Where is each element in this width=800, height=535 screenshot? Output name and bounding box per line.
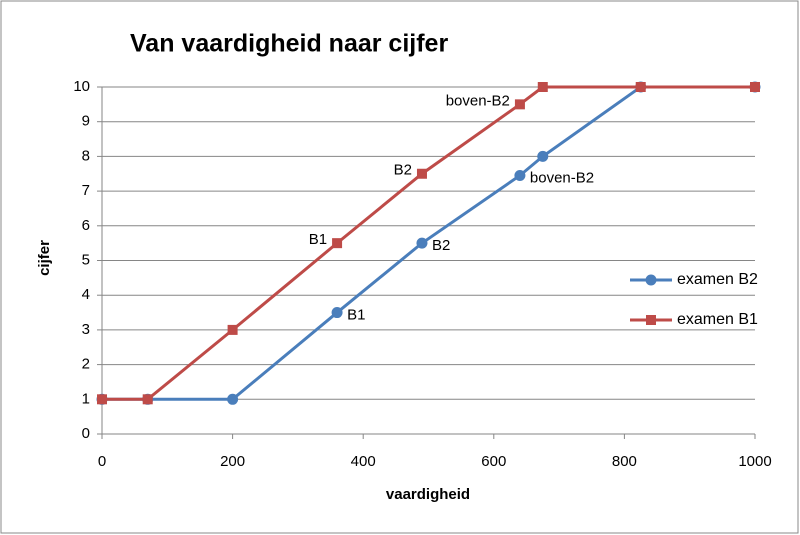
x-tick-label: 0 xyxy=(98,453,106,470)
x-tick-label: 800 xyxy=(612,453,637,470)
y-tick-label: 4 xyxy=(82,286,90,303)
x-tick-label: 600 xyxy=(481,453,506,470)
marker xyxy=(635,82,646,92)
marker xyxy=(537,150,549,162)
marker xyxy=(97,394,107,405)
point-label: B1 xyxy=(347,307,365,324)
legend-label: examen B2 xyxy=(677,271,758,288)
marker xyxy=(227,393,239,405)
y-axis-label: cijfer xyxy=(36,240,53,276)
x-tick-label: 1000 xyxy=(738,453,771,470)
y-tick-label: 8 xyxy=(82,147,90,164)
point-label: boven-B2 xyxy=(530,169,594,186)
y-tick-label: 7 xyxy=(82,182,90,199)
legend-marker xyxy=(646,315,656,325)
marker xyxy=(332,238,343,249)
point-label: B2 xyxy=(394,162,412,179)
y-tick-label: 0 xyxy=(82,425,90,442)
y-tick-label: 3 xyxy=(82,321,90,338)
x-tick-label: 400 xyxy=(351,453,376,470)
y-tick-label: 6 xyxy=(82,217,90,234)
y-tick-label: 9 xyxy=(82,113,90,130)
y-tick-label: 10 xyxy=(73,78,90,95)
y-tick-label: 5 xyxy=(82,251,90,268)
marker xyxy=(750,82,760,92)
marker xyxy=(416,237,428,249)
point-label: B1 xyxy=(309,231,327,248)
marker xyxy=(142,394,153,405)
marker xyxy=(514,99,525,110)
marker xyxy=(416,168,427,179)
point-label: boven-B2 xyxy=(446,92,510,109)
x-axis-label: vaardigheid xyxy=(386,486,470,503)
legend-marker xyxy=(645,274,657,286)
point-label: B2 xyxy=(432,237,450,254)
y-tick-label: 2 xyxy=(82,356,90,373)
chart-title: Van vaardigheid naar cijfer xyxy=(130,30,448,58)
legend-label: examen B1 xyxy=(677,311,758,328)
marker xyxy=(227,324,238,335)
marker xyxy=(331,307,343,319)
marker xyxy=(514,169,526,181)
marker xyxy=(537,82,548,92)
y-tick-label: 1 xyxy=(82,390,90,407)
x-tick-label: 200 xyxy=(220,453,245,470)
